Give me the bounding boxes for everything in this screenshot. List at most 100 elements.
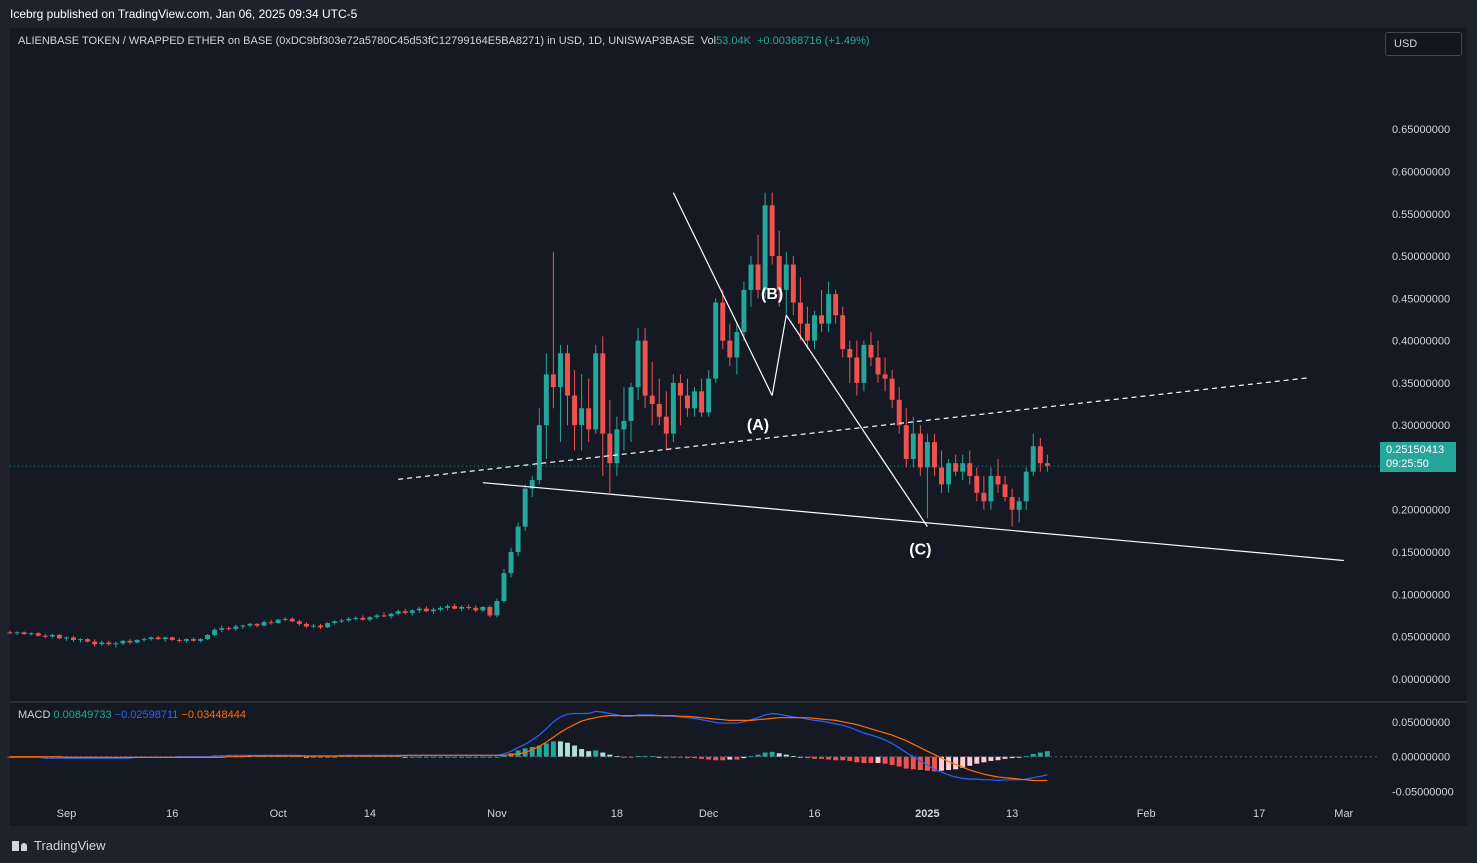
candle-body xyxy=(565,353,570,396)
candle-body xyxy=(875,357,881,375)
candle-body xyxy=(783,264,789,290)
macd-histogram-bar xyxy=(826,756,832,760)
candle-body xyxy=(557,353,563,388)
candle-body xyxy=(868,344,874,358)
candle-body xyxy=(967,463,973,476)
candle-body xyxy=(99,642,105,645)
candle-body xyxy=(1016,501,1022,510)
candle-body xyxy=(303,623,309,627)
macd-histogram-bar xyxy=(903,756,909,769)
published-text: Icebrg published on TradingView.com, Jan… xyxy=(10,7,358,21)
pane-separator[interactable] xyxy=(10,701,1467,703)
candle-body xyxy=(289,618,295,622)
candle-body xyxy=(748,264,754,290)
candle-body xyxy=(282,618,288,620)
candle-body xyxy=(416,608,422,611)
time-axis-label: Nov xyxy=(487,808,507,820)
candle-body xyxy=(896,399,902,426)
symbol-title: ALIENBASE TOKEN / WRAPPED ETHER on BASE … xyxy=(18,35,695,47)
candle-body xyxy=(1044,463,1050,466)
macd-histogram-bar xyxy=(557,741,563,757)
candle-body xyxy=(310,625,316,627)
candle-body xyxy=(473,607,479,611)
candle-body xyxy=(35,633,41,636)
candle-body xyxy=(946,463,952,485)
candle-body xyxy=(607,433,613,464)
trendline[interactable] xyxy=(672,192,773,396)
price-axis-label: 0.30000000 xyxy=(1392,420,1450,432)
candle-body xyxy=(833,294,839,316)
macd-histogram-bar xyxy=(536,745,542,757)
candle-body xyxy=(254,623,260,626)
macd-histogram-bar xyxy=(656,756,662,758)
tradingview-logo-icon xyxy=(12,840,28,851)
macd-histogram-bar xyxy=(939,756,944,771)
price-axis-label: 0.55000000 xyxy=(1392,209,1450,221)
macd-histogram-bar xyxy=(1044,751,1050,757)
macd-histogram-bar xyxy=(310,756,316,758)
price-axis-label: 0.65000000 xyxy=(1392,124,1450,136)
candle-body xyxy=(515,526,521,553)
signal-line xyxy=(10,715,1048,782)
macd-histogram-bar xyxy=(56,756,62,759)
tradingview-brand[interactable]: TradingView xyxy=(12,838,106,853)
macd-histogram-bar xyxy=(755,754,761,757)
macd-histogram-bar xyxy=(967,756,973,766)
candle-body xyxy=(42,635,48,637)
price-axis-label: 0.10000000 xyxy=(1392,589,1450,601)
candle-body xyxy=(360,617,366,620)
currency-button[interactable]: USD xyxy=(1385,32,1462,56)
candle-body xyxy=(120,640,126,644)
macd-histogram-bar xyxy=(713,756,719,761)
candle-body xyxy=(600,353,606,434)
time-axis-label: Sep xyxy=(57,808,77,820)
trendline[interactable] xyxy=(771,315,787,396)
candle-body xyxy=(346,618,352,621)
macd-histogram-bar xyxy=(649,756,655,758)
macd-histogram-bar xyxy=(685,756,690,759)
macd-histogram-bar xyxy=(917,756,923,770)
macd-histogram-bar xyxy=(49,756,55,759)
macd-histogram-bar xyxy=(692,756,697,759)
candle-body xyxy=(85,639,91,642)
candle-body xyxy=(402,611,408,613)
macd-histogram-bar xyxy=(670,756,676,758)
candle-body xyxy=(741,289,747,333)
candle-body xyxy=(1009,497,1015,510)
candle-body xyxy=(240,625,246,627)
candle-body xyxy=(727,340,733,358)
trendline[interactable] xyxy=(482,482,1344,562)
price-axis-label: 0.05000000 xyxy=(1392,632,1450,644)
wave-label: (C) xyxy=(909,541,931,558)
candle-body xyxy=(1002,484,1008,498)
candle-body xyxy=(106,642,112,645)
candle-body xyxy=(572,395,578,426)
macd-histogram-bar xyxy=(621,756,627,758)
macd-histogram-bar xyxy=(783,754,789,757)
candle-body xyxy=(508,552,514,574)
macd-histogram-bar xyxy=(833,756,839,761)
macd-histogram-bar xyxy=(466,756,472,758)
macd-histogram-bar xyxy=(946,756,952,770)
macd-histogram-bar xyxy=(741,756,747,759)
publish-bar: Icebrg published on TradingView.com, Jan… xyxy=(0,0,1477,28)
price-change: +0.00368716 (+1.49%) xyxy=(757,35,870,47)
macd-histogram-bar xyxy=(924,756,930,771)
candle-body xyxy=(445,606,451,608)
candle-body xyxy=(635,340,641,388)
candle-body xyxy=(882,374,888,379)
time-axis-label: Mar xyxy=(1334,808,1353,820)
trendline[interactable] xyxy=(785,314,928,527)
dashed-trendline[interactable] xyxy=(398,377,1309,480)
candle-body xyxy=(49,634,55,637)
candle-body xyxy=(438,607,443,610)
chart-frame xyxy=(10,28,1467,826)
candle-body xyxy=(981,492,987,502)
macd-histogram-bar xyxy=(543,743,549,757)
footer-bar xyxy=(0,828,1477,863)
candle-body xyxy=(325,623,331,628)
candle-body xyxy=(713,302,719,379)
candle-body xyxy=(212,629,218,635)
last-price-tag: 0.25150413 09:25:50 xyxy=(1380,442,1456,472)
